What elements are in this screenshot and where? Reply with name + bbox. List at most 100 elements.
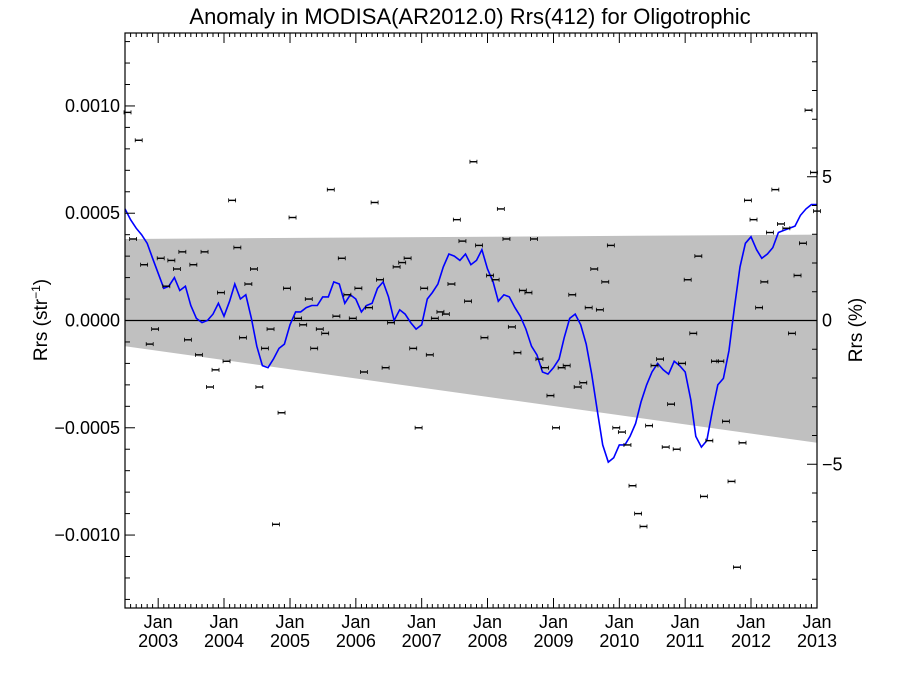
data-point xyxy=(173,267,181,272)
smoothed-line-layer xyxy=(124,203,817,464)
data-point xyxy=(337,256,346,261)
data-point xyxy=(475,243,483,248)
data-point xyxy=(700,494,708,499)
data-point xyxy=(365,305,373,310)
data-point xyxy=(250,267,258,272)
data-point xyxy=(206,385,214,390)
data-point xyxy=(656,357,664,362)
data-point xyxy=(200,249,209,254)
data-point xyxy=(650,363,659,368)
data-point xyxy=(634,511,642,516)
data-point xyxy=(541,365,549,370)
data-point xyxy=(733,565,741,570)
data-point xyxy=(749,217,758,222)
data-point xyxy=(557,365,566,370)
data-point xyxy=(343,292,352,297)
data-point xyxy=(398,260,407,265)
data-point xyxy=(689,331,698,336)
x-tick-label-year: 2003 xyxy=(138,631,178,651)
x-tick-label-year: 2013 xyxy=(797,631,837,651)
data-point xyxy=(738,440,747,445)
y-left-tick-label: −0.0010 xyxy=(54,525,120,545)
x-tick-label-year: 2008 xyxy=(467,631,507,651)
data-point xyxy=(518,288,527,293)
data-point xyxy=(804,108,813,113)
data-point xyxy=(496,206,505,211)
data-point xyxy=(458,239,467,244)
data-point xyxy=(491,277,500,282)
data-point xyxy=(326,187,335,192)
data-point xyxy=(145,342,154,347)
data-point xyxy=(420,286,429,291)
data-point xyxy=(430,316,439,321)
data-point xyxy=(436,309,445,314)
data-point xyxy=(486,273,494,278)
y-right-tick-label: −5 xyxy=(822,454,843,474)
data-point xyxy=(584,305,593,310)
x-tick-label-month: Jan xyxy=(473,612,502,632)
data-point xyxy=(722,419,730,424)
data-point xyxy=(403,256,412,261)
data-point xyxy=(272,522,280,527)
data-point xyxy=(502,236,511,241)
x-tick-label-year: 2012 xyxy=(731,631,771,651)
x-tick-label-month: Jan xyxy=(605,612,634,632)
chart-title: Anomaly in MODISA(AR2012.0) Rrs(412) for… xyxy=(189,4,750,29)
shaded-band xyxy=(125,234,817,443)
data-point xyxy=(601,279,610,284)
x-tick-label-month: Jan xyxy=(276,612,305,632)
data-point xyxy=(623,442,632,447)
axes-layer xyxy=(124,32,818,609)
shaded-band-layer xyxy=(125,234,817,443)
data-point xyxy=(480,335,489,340)
data-point xyxy=(299,322,308,327)
data-point xyxy=(376,277,384,282)
y-axis-right-label: Rrs (%) xyxy=(846,298,867,362)
data-point xyxy=(469,159,478,164)
data-point xyxy=(694,254,703,259)
y-right-tick-labels-layer: 5 0 −5 xyxy=(822,167,843,475)
x-tick-label-month: Jan xyxy=(407,612,436,632)
y-left-tick-label: −0.0005 xyxy=(54,418,120,438)
data-point xyxy=(678,361,686,366)
data-point xyxy=(222,359,231,364)
x-tick-label-year: 2007 xyxy=(402,631,442,651)
data-point xyxy=(387,320,395,325)
data-point xyxy=(799,241,807,246)
y-axis-left-label-main: Rrs (str xyxy=(31,298,52,361)
data-point xyxy=(134,138,143,143)
data-point xyxy=(755,305,764,310)
data-point xyxy=(178,249,187,254)
data-point xyxy=(277,410,286,415)
data-point xyxy=(162,284,171,289)
data-point xyxy=(452,217,461,222)
x-tick-label-year: 2009 xyxy=(533,631,573,651)
data-point xyxy=(348,316,357,321)
data-point xyxy=(414,425,423,430)
data-point xyxy=(513,350,522,355)
data-point xyxy=(530,236,538,241)
data-point xyxy=(782,226,791,231)
data-point xyxy=(425,352,434,357)
data-point xyxy=(705,438,714,443)
data-point xyxy=(617,430,626,435)
data-point xyxy=(535,357,544,362)
data-point xyxy=(766,230,774,235)
data-point xyxy=(760,279,769,284)
x-tick-label-year: 2011 xyxy=(666,631,705,651)
data-point xyxy=(667,402,675,407)
data-point xyxy=(507,324,516,329)
data-point xyxy=(810,170,818,175)
x-tick-label-year: 2004 xyxy=(204,631,244,651)
data-point xyxy=(447,282,456,287)
x-tick-label-month: Jan xyxy=(144,612,173,632)
data-point xyxy=(744,198,752,203)
y-axis-left-label: Rrs (str−1) xyxy=(29,279,52,361)
x-tick-labels-layer: Jan2003Jan2004Jan2005Jan2006Jan2007Jan20… xyxy=(138,612,837,651)
data-points-layer xyxy=(123,108,821,570)
data-point xyxy=(255,385,264,390)
x-tick-label-year: 2010 xyxy=(599,631,639,651)
x-tick-label-year: 2005 xyxy=(270,631,310,651)
data-point xyxy=(590,267,599,272)
